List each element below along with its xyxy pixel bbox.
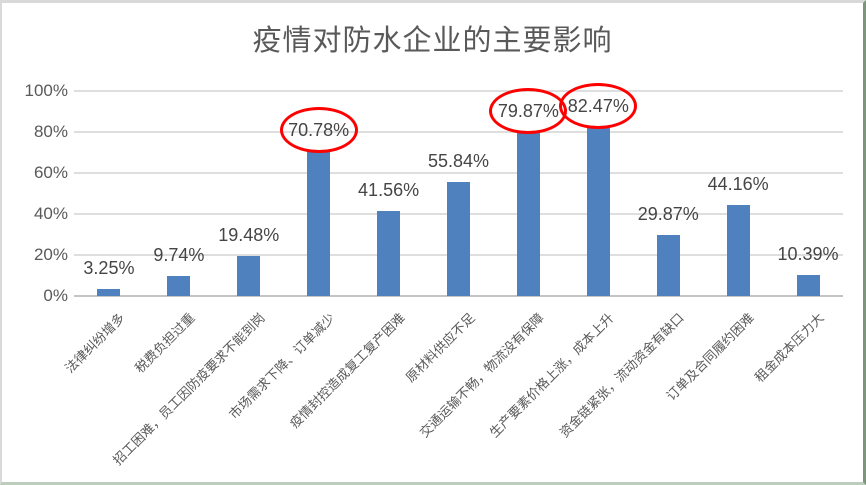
highlight-ellipse — [279, 106, 358, 153]
chart-title: 疫情对防水企业的主要影响 — [252, 23, 613, 57]
bar — [447, 181, 470, 296]
bar — [586, 126, 610, 296]
bar-value-label: 41.56% — [358, 179, 420, 200]
bar — [167, 276, 191, 296]
y-axis-tick-label: 0% — [43, 286, 68, 305]
bar-value-label: 3.25% — [83, 258, 135, 279]
bar — [307, 150, 331, 296]
bar — [796, 274, 820, 296]
bar-value-label: 44.16% — [707, 174, 769, 195]
bar — [237, 256, 261, 296]
bar-value-label: 55.84% — [427, 150, 490, 171]
bar-value-label: 10.39% — [777, 243, 839, 264]
bar — [656, 234, 680, 296]
bar — [516, 132, 540, 296]
bar — [377, 210, 401, 296]
y-axis-tick-label: 60% — [33, 163, 68, 182]
y-axis-tick-label: 20% — [33, 245, 68, 264]
bar-value-label: 29.87% — [637, 203, 699, 224]
y-axis-tick-label: 100% — [24, 81, 68, 100]
y-axis-tick-label: 80% — [33, 122, 68, 141]
bar — [97, 289, 121, 296]
bar-value-label: 9.74% — [153, 245, 205, 266]
bar — [726, 205, 750, 296]
gridline — [74, 131, 843, 133]
x-axis-line — [74, 295, 843, 297]
bar-value-label: 19.48% — [218, 225, 280, 246]
gridline — [74, 172, 843, 174]
y-axis-tick-label: 40% — [33, 204, 68, 223]
gridline — [74, 90, 843, 92]
highlight-ellipse — [559, 82, 638, 129]
